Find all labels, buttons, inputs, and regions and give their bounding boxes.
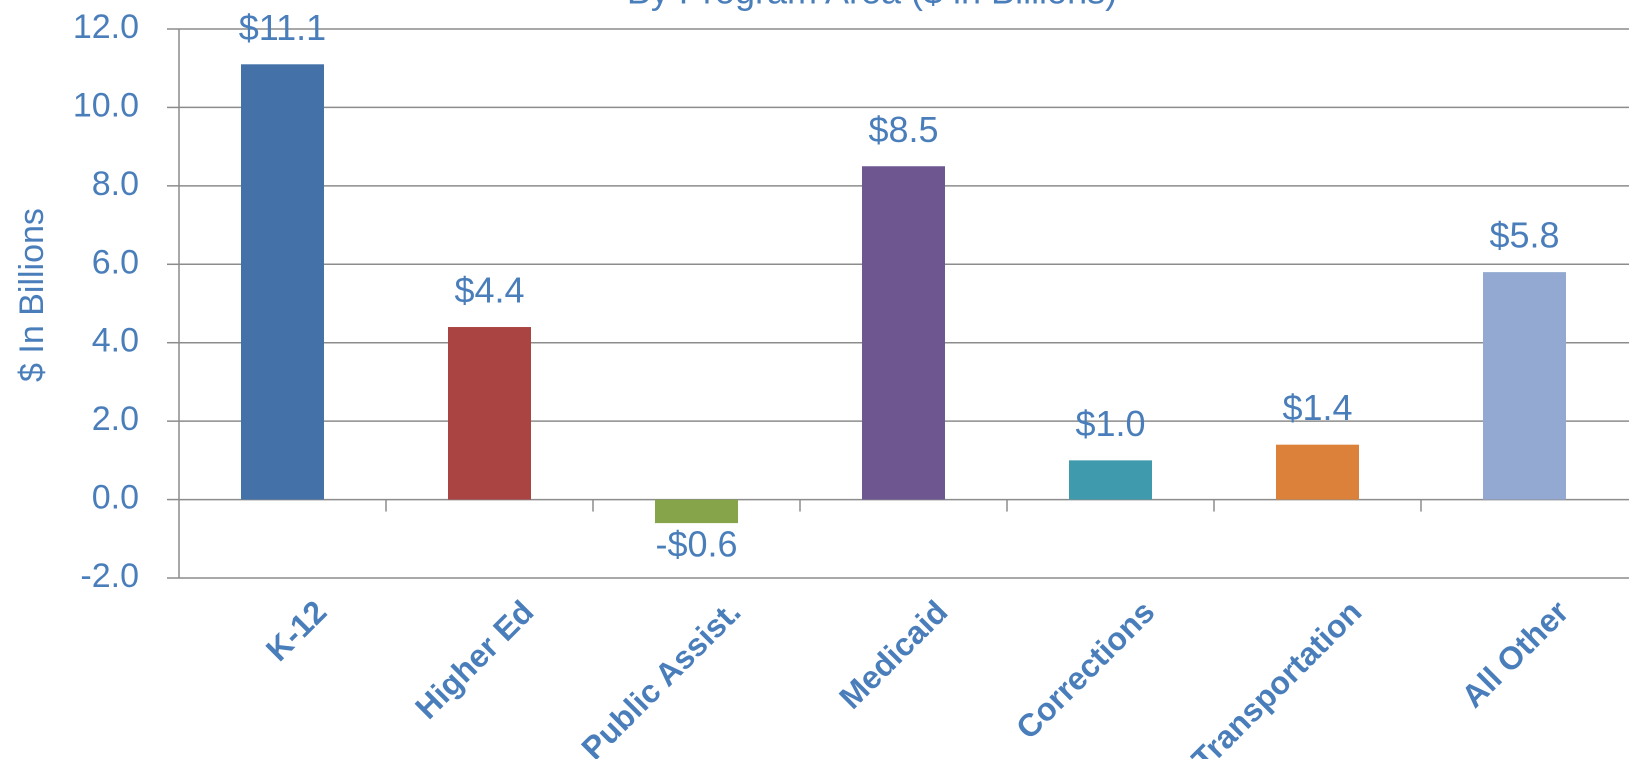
x-tick-label: Transportation [1185, 593, 1369, 759]
y-tick-label: 0.0 [92, 479, 139, 517]
y-axis-label: $ In Billions [13, 208, 51, 382]
y-tick-label: 2.0 [92, 400, 139, 438]
y-tick-label: 10.0 [73, 86, 139, 124]
y-tick-label: -2.0 [80, 557, 139, 595]
x-tick-label: All Other [1454, 593, 1575, 714]
y-tick-label: 8.0 [92, 165, 139, 203]
data-label: $11.1 [239, 7, 326, 48]
bar [1069, 460, 1152, 500]
bar [862, 166, 945, 500]
bar [1483, 272, 1566, 500]
x-tick-label: Public Assist. [574, 593, 747, 759]
x-tick-label: Corrections [1009, 593, 1161, 745]
bar [448, 327, 531, 500]
y-tick-label: 4.0 [92, 322, 139, 360]
bar [1276, 444, 1359, 500]
data-label: $4.4 [454, 270, 524, 311]
bar [655, 499, 738, 524]
data-label: $1.0 [1075, 403, 1145, 444]
x-tick-label: K-12 [259, 593, 334, 668]
data-label: $5.8 [1489, 215, 1559, 256]
data-label: $8.5 [868, 109, 938, 150]
chart-title: By Program Area ($ in Billions) [627, 0, 1117, 12]
bar [241, 64, 324, 500]
x-tick-label: Medicaid [832, 593, 954, 715]
y-tick-label: 6.0 [92, 243, 139, 281]
data-label: $1.4 [1282, 387, 1352, 428]
data-label: -$0.6 [655, 524, 737, 565]
x-tick-label: Higher Ed [408, 593, 540, 725]
y-tick-label: 12.0 [73, 8, 139, 46]
